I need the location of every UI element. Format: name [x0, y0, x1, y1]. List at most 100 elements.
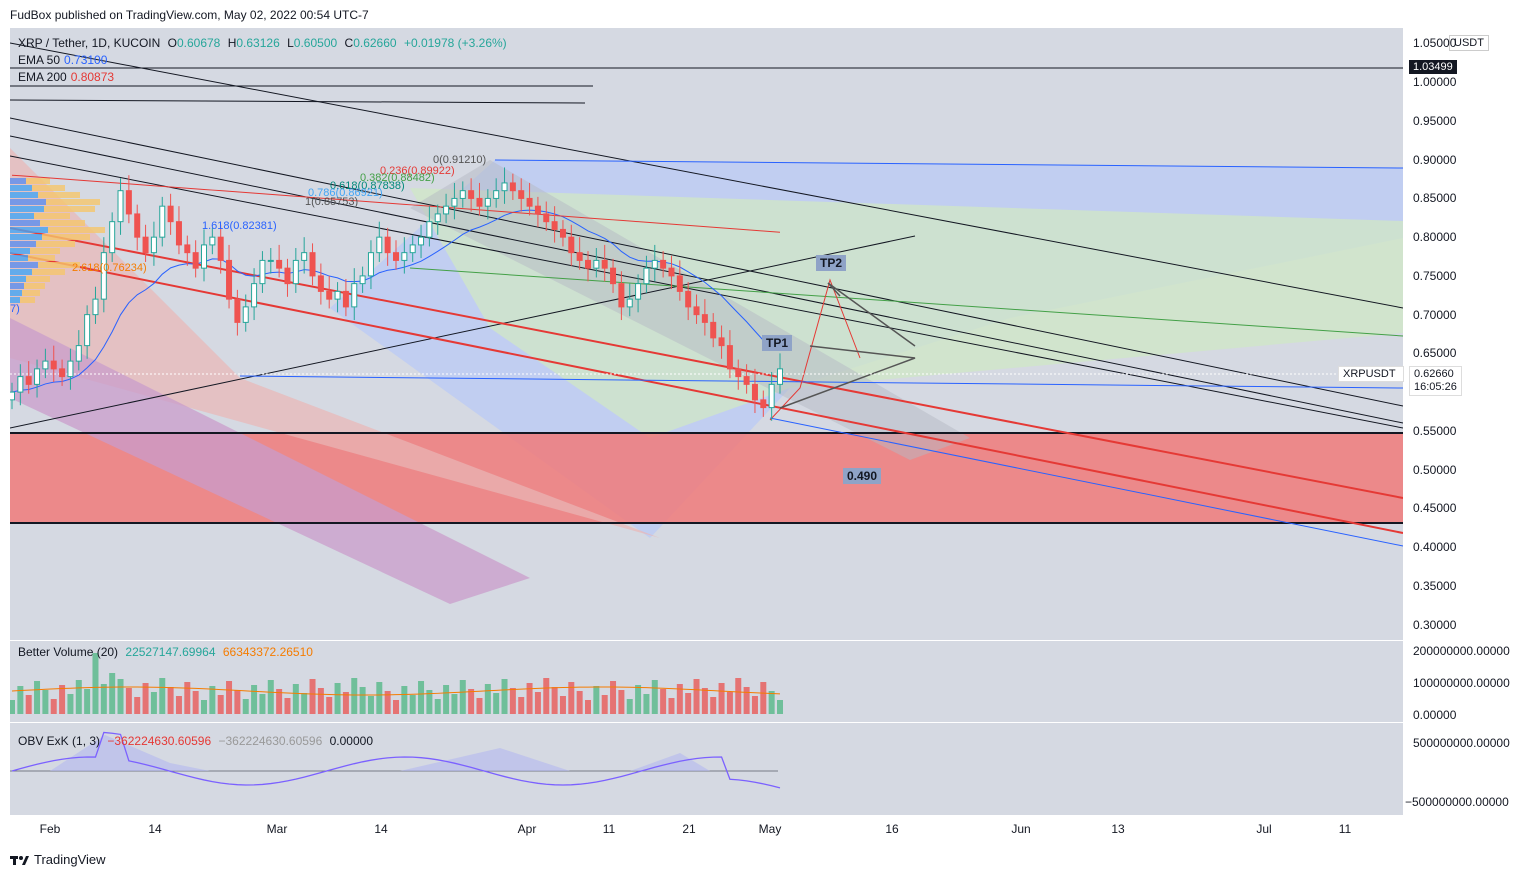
volume-bar — [484, 684, 491, 714]
vp-bar-sell — [40, 220, 85, 226]
candle-down — [660, 259, 667, 269]
vp-bar-sell — [38, 262, 80, 268]
candle-up — [209, 236, 216, 246]
candle-up — [418, 236, 425, 246]
volume-bar — [685, 693, 692, 714]
ema50-legend: EMA 50 0.73100 — [18, 53, 108, 67]
vp-bar-buy — [10, 192, 38, 198]
volume-bar — [242, 699, 249, 714]
volume-bar — [34, 681, 41, 714]
volume-panel[interactable]: Better Volume (20) 22527147.69964 663433… — [10, 641, 1529, 722]
tradingview-icon — [10, 855, 29, 865]
volume-bar — [418, 681, 425, 714]
volume-bar — [100, 684, 107, 714]
volume-bar — [534, 692, 541, 714]
candle-down — [217, 236, 224, 261]
volume-bar — [251, 685, 258, 714]
candle-down — [226, 259, 233, 300]
candle-down — [668, 267, 675, 277]
volume-bar — [276, 689, 283, 714]
obv-panel[interactable]: OBV ExK (1, 3) −362224630.60596 −3622246… — [10, 723, 1529, 815]
tp-projection — [769, 278, 861, 421]
vp-bar-buy — [10, 283, 24, 289]
candle-down — [543, 213, 550, 223]
vp-bar-buy — [10, 248, 30, 254]
volume-bar — [142, 683, 149, 714]
price-chart[interactable]: 0(0.91210) 0.236(0.89922) 0.382(0.88482)… — [10, 28, 1529, 640]
price-tick: 0.55000 — [1413, 423, 1457, 438]
price-tick: 0.95000 — [1413, 113, 1457, 128]
vp-bar-buy — [10, 262, 38, 268]
volume-bar — [259, 694, 266, 714]
vp-bar-buy — [10, 199, 46, 205]
ema200-line — [11, 174, 781, 233]
volume-bar — [626, 699, 633, 714]
target-label: 0.490 — [843, 468, 882, 484]
volume-bar — [25, 695, 32, 714]
tradingview-logo[interactable]: TradingView — [10, 852, 106, 867]
time-axis[interactable]: Feb 14 Mar 14 Apr 11 21 May 16 Jun 13 Jul 11 — [0, 815, 1403, 840]
candle-up — [84, 314, 91, 347]
volume-bar — [726, 692, 733, 714]
candle-up — [493, 190, 500, 199]
candle-down — [142, 236, 149, 254]
vp-bar-sell — [44, 206, 95, 212]
time-tick: Jun — [1011, 822, 1031, 836]
vp-bar-buy — [10, 234, 42, 240]
volume-bar — [317, 688, 324, 714]
volume-bar — [301, 693, 308, 714]
time-tick: May — [758, 822, 782, 836]
grey-fan-zone — [410, 160, 970, 460]
price-panel[interactable]: 0(0.91210) 0.236(0.89922) 0.382(0.88482)… — [10, 28, 1529, 640]
volume-bar — [576, 691, 583, 714]
fib-2618-label: 2.618(0.76234) — [72, 262, 147, 274]
price-tick: 0.90000 — [1413, 152, 1457, 167]
price-tick: 0.75000 — [1413, 268, 1457, 283]
candle-down — [701, 314, 708, 323]
vp-bar-sell — [28, 255, 55, 261]
price-tick: 0.50000 — [1413, 462, 1457, 477]
candle-up — [301, 252, 308, 261]
fib-382-label: 0.382(0.88482) — [360, 172, 435, 184]
time-tick: 14 — [374, 822, 388, 836]
vp-bar-buy — [10, 213, 34, 219]
volume-bar — [284, 698, 291, 714]
obv-chart — [10, 731, 781, 789]
time-tick: 14 — [148, 822, 162, 836]
candle-down — [718, 337, 725, 347]
candle-up — [484, 197, 491, 207]
candle-up — [643, 267, 650, 285]
vp-bar-buy — [10, 297, 20, 303]
candle-down — [25, 376, 32, 385]
vp-bar-sell — [42, 234, 90, 240]
volume-bar — [760, 682, 767, 714]
publish-info: FudBox published on TradingView.com, May… — [10, 8, 369, 22]
price-tick: 0.65000 — [1413, 346, 1457, 361]
volume-bar — [42, 690, 49, 714]
vp-bar-buy — [10, 269, 32, 275]
time-tick: 11 — [602, 822, 616, 836]
tp2-label: TP2 — [816, 255, 847, 271]
candle-down — [751, 383, 758, 401]
volume-bar — [559, 696, 566, 714]
vp-bar-buy — [10, 255, 28, 261]
volume-bar — [610, 681, 617, 714]
candle-down — [601, 259, 608, 269]
time-tick: Jul — [1256, 822, 1272, 836]
time-tick: 16 — [885, 822, 899, 836]
vp-cut-label: 7) — [10, 303, 20, 315]
candle-down — [192, 252, 199, 269]
price-axis[interactable]: USDT 1.05000 1.00000 0.95000 0.90000 0.85000… — [1403, 28, 1529, 640]
candle-down — [326, 290, 333, 300]
price-tick: 1.05000 — [1413, 36, 1457, 51]
candle-up — [635, 283, 642, 300]
time-tick: Apr — [517, 822, 537, 836]
volume-bar — [159, 678, 166, 714]
price-tick: 0.85000 — [1413, 191, 1457, 206]
candle-down — [576, 252, 583, 261]
volume-bar — [376, 682, 383, 714]
main-legend: XRP / Tether, 1D, KUCOIN O0.60678 H0.631… — [18, 36, 507, 50]
volume-bar — [175, 696, 182, 714]
candle-down — [618, 283, 625, 308]
arrow-up — [779, 345, 916, 409]
